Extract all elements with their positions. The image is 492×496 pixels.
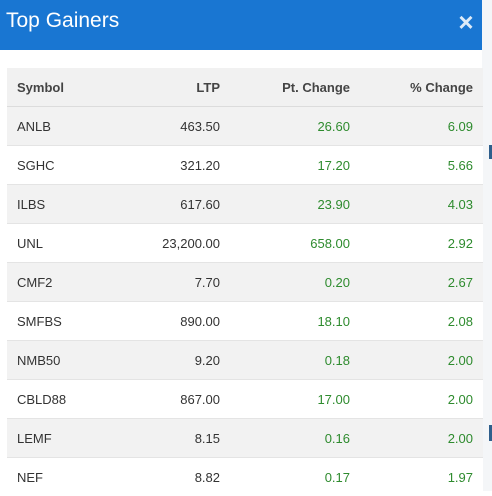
cell-pct-change: 2.00 — [350, 341, 483, 380]
cell-pt-change: 0.17 — [220, 458, 350, 496]
cell-symbol[interactable]: SMFBS — [7, 302, 115, 341]
cell-pct-change: 2.00 — [350, 419, 483, 458]
cell-symbol[interactable]: SGHC — [7, 146, 115, 185]
cell-ltp: 8.15 — [115, 419, 220, 458]
column-header-symbol[interactable]: Symbol — [7, 68, 115, 107]
column-header-ltp[interactable]: LTP — [115, 68, 220, 107]
cell-pct-change: 6.09 — [350, 107, 483, 146]
cell-pct-change: 4.03 — [350, 185, 483, 224]
close-icon[interactable]: × — [454, 10, 478, 34]
column-header-pct-change[interactable]: % Change — [350, 68, 483, 107]
cell-symbol[interactable]: ANLB — [7, 107, 115, 146]
column-header-pt-change[interactable]: Pt. Change — [220, 68, 350, 107]
cell-ltp: 8.82 — [115, 458, 220, 496]
table-header-row: Symbol LTP Pt. Change % Change — [7, 68, 483, 107]
cell-ltp: 617.60 — [115, 185, 220, 224]
cell-ltp: 867.00 — [115, 380, 220, 419]
cell-ltp: 23,200.00 — [115, 224, 220, 263]
cell-ltp: 321.20 — [115, 146, 220, 185]
cell-pt-change: 0.16 — [220, 419, 350, 458]
modal-header: Top Gainers × — [0, 0, 482, 50]
background-page-edge — [482, 0, 492, 491]
cell-ltp: 463.50 — [115, 107, 220, 146]
cell-symbol[interactable]: CBLD88 — [7, 380, 115, 419]
cell-pct-change: 2.08 — [350, 302, 483, 341]
cell-ltp: 890.00 — [115, 302, 220, 341]
cell-ltp: 9.20 — [115, 341, 220, 380]
cell-pct-change: 2.92 — [350, 224, 483, 263]
cell-pt-change: 0.18 — [220, 341, 350, 380]
cell-pt-change: 26.60 — [220, 107, 350, 146]
cell-symbol[interactable]: UNL — [7, 224, 115, 263]
cell-pt-change: 18.10 — [220, 302, 350, 341]
cell-pt-change: 23.90 — [220, 185, 350, 224]
modal-title: Top Gainers — [6, 8, 119, 34]
cell-symbol[interactable]: NMB50 — [7, 341, 115, 380]
cell-pt-change: 0.20 — [220, 263, 350, 302]
cell-symbol[interactable]: NEF — [7, 458, 115, 496]
cell-pct-change: 1.97 — [350, 458, 483, 496]
cell-pt-change: 658.00 — [220, 224, 350, 263]
cell-ltp: 7.70 — [115, 263, 220, 302]
cell-pt-change: 17.20 — [220, 146, 350, 185]
cell-symbol[interactable]: LEMF — [7, 419, 115, 458]
cell-pt-change: 17.00 — [220, 380, 350, 419]
cell-pct-change: 2.00 — [350, 380, 483, 419]
cell-pct-change: 5.66 — [350, 146, 483, 185]
cell-symbol[interactable]: CMF2 — [7, 263, 115, 302]
cell-pct-change: 2.67 — [350, 263, 483, 302]
cell-symbol[interactable]: ILBS — [7, 185, 115, 224]
